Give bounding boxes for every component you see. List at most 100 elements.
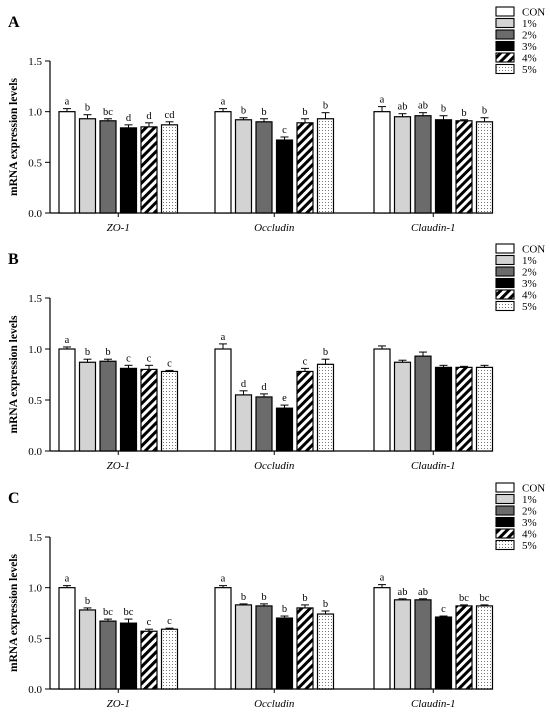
- significance-label: ab: [418, 587, 428, 598]
- bar: [58, 348, 76, 452]
- significance-label: a: [221, 97, 226, 108]
- legend-label: 2%: [522, 506, 537, 518]
- x-category-label: Occludin: [254, 698, 295, 710]
- bar: [373, 587, 391, 690]
- y-tick-label: 0.5: [28, 395, 42, 407]
- bar: [275, 139, 294, 214]
- significance-label: b: [85, 347, 90, 358]
- bar: [78, 609, 97, 690]
- significance-label: b: [441, 104, 446, 115]
- bar: [78, 118, 97, 214]
- legend-label: 2%: [522, 30, 537, 42]
- legend-swatch: [495, 63, 515, 75]
- legend-swatch: [495, 52, 515, 63]
- x-category-label: ZO-1: [107, 460, 130, 472]
- legend-swatch: [495, 505, 515, 516]
- significance-label: a: [380, 573, 385, 584]
- significance-label: d: [241, 379, 247, 390]
- bar: [434, 119, 453, 214]
- significance-label: c: [167, 616, 172, 627]
- legend-swatch: [495, 516, 515, 528]
- significance-label: c: [147, 353, 152, 364]
- bar: [119, 367, 138, 452]
- bar: [434, 366, 453, 452]
- legend-label: 4%: [522, 53, 537, 65]
- y-tick-label: 0.5: [28, 157, 42, 169]
- significance-label: c: [282, 125, 287, 136]
- bar: [234, 119, 253, 214]
- bar: [78, 361, 97, 452]
- bar: [160, 370, 179, 452]
- y-tick-label: 1.0: [28, 583, 42, 595]
- y-tick-label: 0.0: [28, 684, 42, 696]
- y-tick-label: 0.0: [28, 446, 42, 458]
- x-category-label: Claudin-1: [411, 222, 456, 234]
- bar: [99, 620, 117, 690]
- y-axis-label: mRNA expression levels: [8, 77, 20, 196]
- bar: [255, 121, 273, 214]
- significance-label: cd: [165, 110, 176, 121]
- significance-label: d: [261, 382, 267, 393]
- bar: [275, 407, 294, 452]
- significance-label: d: [126, 113, 132, 124]
- bar: [316, 613, 335, 690]
- legend-swatch: [495, 277, 515, 289]
- significance-label: b: [241, 592, 246, 603]
- legend-swatch: [495, 528, 515, 539]
- bar: [455, 605, 473, 690]
- bar: [414, 115, 432, 214]
- y-tick-label: 0.5: [28, 633, 42, 645]
- legend-swatch: [495, 29, 515, 40]
- significance-label: bc: [124, 607, 134, 618]
- significance-label: b: [323, 347, 328, 358]
- bar: [234, 604, 253, 690]
- significance-label: ab: [418, 101, 428, 112]
- legend-label: 5%: [522, 301, 537, 313]
- legend-swatch: [495, 493, 515, 505]
- significance-label: c: [167, 358, 172, 369]
- significance-label: b: [261, 592, 266, 603]
- significance-label: c: [147, 617, 152, 628]
- bar: [160, 124, 179, 214]
- bar: [373, 111, 391, 214]
- bar: [140, 126, 158, 214]
- bar: [99, 120, 117, 214]
- legend-label: CON: [522, 7, 545, 19]
- bar: [275, 617, 294, 690]
- bar: [393, 599, 412, 690]
- bar: [434, 616, 453, 690]
- y-tick-label: 1.5: [28, 56, 42, 68]
- significance-label: b: [261, 107, 266, 118]
- bar: [99, 360, 117, 452]
- significance-label: b: [85, 103, 90, 114]
- bar: [393, 116, 412, 214]
- legend-swatch: [495, 254, 515, 266]
- bar: [455, 120, 473, 214]
- legend-label: CON: [522, 483, 545, 495]
- bar: [140, 368, 158, 452]
- significance-label: b: [85, 596, 90, 607]
- bar: [160, 628, 179, 690]
- panel-label: C: [8, 490, 20, 507]
- significance-label: c: [441, 604, 446, 615]
- bar: [214, 587, 232, 690]
- significance-label: a: [380, 95, 385, 106]
- significance-label: a: [65, 574, 70, 585]
- significance-label: a: [65, 335, 70, 346]
- x-category-label: Claudin-1: [411, 460, 456, 472]
- bar: [475, 366, 494, 452]
- y-tick-label: 1.0: [28, 107, 42, 119]
- bar: [455, 366, 473, 452]
- legend-label: 4%: [522, 290, 537, 302]
- y-tick-label: 1.5: [28, 293, 42, 305]
- significance-label: c: [303, 356, 308, 367]
- significance-label: b: [282, 604, 287, 615]
- bar: [296, 122, 314, 214]
- legend-label: 1%: [522, 494, 537, 506]
- legend-swatch: [495, 482, 515, 493]
